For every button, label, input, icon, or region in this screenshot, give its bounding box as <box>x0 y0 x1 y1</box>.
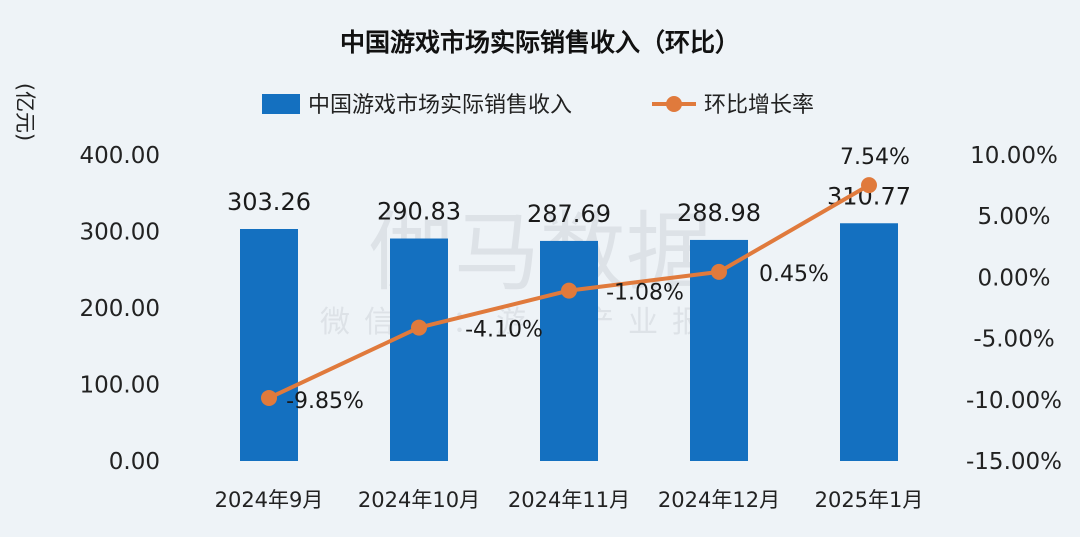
legend: 中国游戏市场实际销售收入 环比增长率 <box>262 93 814 118</box>
x-tick-label: 2025年1月 <box>815 488 924 512</box>
y-left-tick-label: 0.00 <box>109 449 160 475</box>
x-tick-label: 2024年9月 <box>215 488 324 512</box>
growth-rate-point <box>561 282 577 299</box>
growth-rate-label: -9.85% <box>286 389 364 414</box>
growth-rate-point <box>711 263 727 280</box>
y-left-tick-label: 300.00 <box>80 220 160 246</box>
growth-rate-label: 7.54% <box>840 145 910 170</box>
y-right-tick-label: 5.00% <box>977 204 1050 230</box>
growth-rate-point <box>261 389 277 406</box>
growth-rate-label: -1.08% <box>606 281 684 306</box>
x-tick-label: 2024年12月 <box>658 488 780 512</box>
chart-title: 中国游戏市场实际销售收入（环比） <box>340 28 740 57</box>
growth-rate-point <box>861 177 877 194</box>
bar-value-label: 303.26 <box>227 188 311 216</box>
y-axis-right: -15.00% -10.00% -5.00% 0.00% 5.00% 10.00% <box>966 143 1062 475</box>
growth-rate-label: 0.45% <box>759 262 829 287</box>
x-axis: 2024年9月 2024年10月 2024年11月 2024年12月 2025年1月 <box>215 488 924 512</box>
bar-value-label: 287.69 <box>527 200 611 228</box>
y-right-tick-label: -15.00% <box>966 449 1062 475</box>
legend-swatch-bar <box>262 94 300 114</box>
bar-value-label: 290.83 <box>377 198 461 226</box>
y-left-tick-label: 200.00 <box>80 296 160 322</box>
y-axis-left: 0.00 100.00 200.00 300.00 400.00 <box>80 143 160 475</box>
x-tick-label: 2024年10月 <box>358 488 480 512</box>
y-left-tick-label: 100.00 <box>80 373 160 399</box>
x-tick-label: 2024年11月 <box>508 488 630 512</box>
y-right-tick-label: -5.00% <box>973 327 1054 353</box>
bar-series <box>240 223 898 461</box>
y-left-unit-label: (亿元) <box>13 83 37 141</box>
legend-label-line: 环比增长率 <box>704 93 814 118</box>
bar <box>540 240 598 461</box>
y-left-tick-label: 400.00 <box>80 143 160 169</box>
line-series: -9.85% -4.10% -1.08% 0.45% 7.54% <box>261 145 910 414</box>
bar <box>840 223 898 461</box>
y-right-tick-label: -10.00% <box>966 388 1062 414</box>
bar-value-label: 288.98 <box>677 199 761 227</box>
legend-label-bar: 中国游戏市场实际销售收入 <box>308 93 572 118</box>
growth-rate-point <box>411 319 427 336</box>
bar <box>240 229 298 461</box>
bar <box>390 238 448 461</box>
y-right-tick-label: 0.00% <box>977 265 1050 291</box>
legend-swatch-marker <box>666 96 682 112</box>
growth-rate-label: -4.10% <box>465 318 543 343</box>
y-right-tick-label: 10.00% <box>970 143 1058 169</box>
